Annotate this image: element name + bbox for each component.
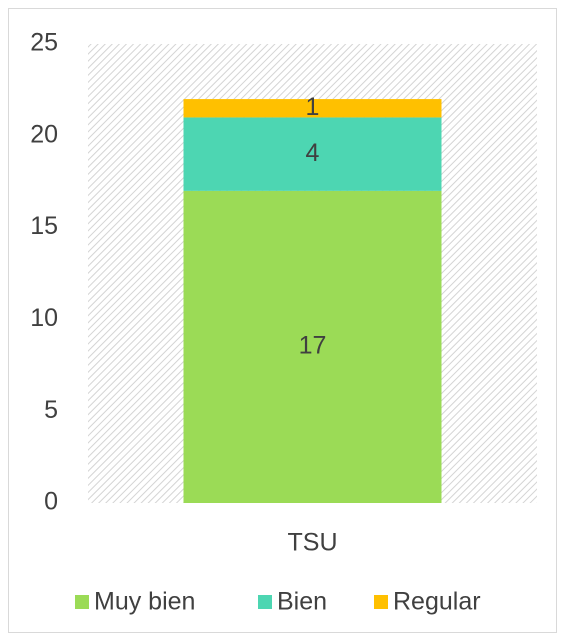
data-label: 17 [299,332,327,360]
data-label: 1 [306,93,320,121]
y-tick-label: 0 [44,488,58,516]
legend-label: Regular [393,588,481,616]
bar-segment [183,190,442,503]
legend-swatch [75,595,89,609]
bar-segment [183,99,442,118]
y-tick-label: 25 [30,29,58,57]
legend-swatch [258,595,272,609]
legend-label: Bien [277,588,327,616]
legend-label: Muy bien [94,588,195,616]
bar-segment [183,117,442,191]
data-label: 4 [306,139,320,167]
legend-swatch [374,595,388,609]
y-tick-label: 10 [30,304,58,332]
y-tick-label: 5 [44,396,58,424]
y-tick-label: 20 [30,120,58,148]
x-tick-label: TSU [288,529,338,557]
y-tick-label: 15 [30,212,58,240]
